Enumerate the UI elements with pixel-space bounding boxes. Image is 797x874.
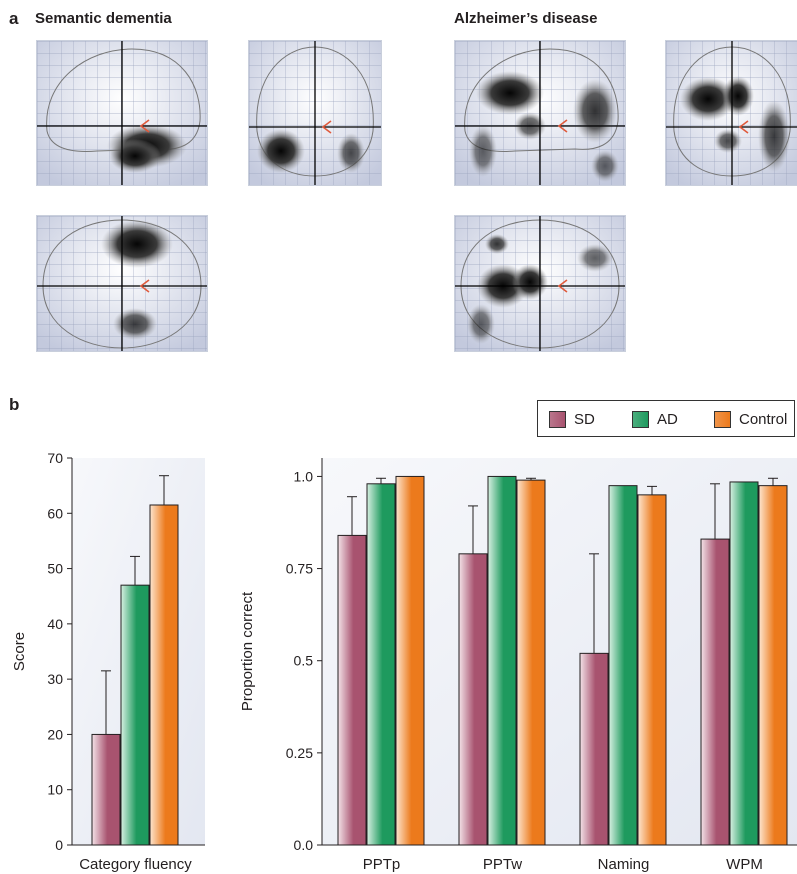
bar-sd-pptp [337, 534, 367, 846]
legend-swatch-ad [632, 410, 649, 428]
y-tick-label: 40 [47, 616, 63, 632]
legend-item-ad: AD [632, 409, 678, 429]
legend-label-ad: AD [657, 410, 678, 428]
y-tick-label: 70 [47, 450, 63, 466]
bar-ad-naming [608, 485, 638, 846]
legend-item-control: Control [714, 409, 787, 429]
ad-sagittal-brain-image [454, 40, 626, 186]
ad-coronal-brain-image [665, 40, 797, 186]
x-tick-label: PPTw [483, 856, 522, 873]
panel-a-letter: a [9, 9, 19, 28]
y-axis-label: Proportion correct [239, 591, 256, 711]
bar-control-category-fluency [149, 504, 179, 846]
bar-sd-pptw [458, 553, 488, 846]
bar-control-wpm [758, 485, 788, 846]
panel-b-letter: b [9, 395, 20, 414]
y-tick-label: 0.25 [286, 745, 313, 761]
sd-coronal-brain-image [248, 40, 382, 186]
y-tick-label: 0 [55, 837, 63, 853]
y-tick-label: 0.75 [286, 561, 313, 577]
legend-item-sd: SD [549, 409, 595, 429]
bar-ad-wpm [729, 481, 759, 846]
bar-sd-naming [579, 652, 609, 846]
x-tick-label: PPTp [363, 856, 401, 873]
bar-ad-pptp [366, 483, 396, 846]
legend-label-sd: SD [574, 410, 595, 428]
chart-proportion-correct: 0.0 0.25 0.5 0.75 1.0 Proportion correct PPTp P… [239, 458, 797, 873]
legend-swatch-control [714, 410, 731, 428]
y-tick-label: 0.5 [294, 653, 314, 669]
semantic-dementia-title: Semantic dementia [35, 10, 172, 27]
bar-ad-pptw [487, 475, 517, 846]
y-tick-label: 1.0 [294, 468, 314, 484]
chart-category-fluency: 0 10 20 30 40 50 60 70 Score Category fluency [11, 450, 205, 873]
bar-sd-wpm [700, 538, 730, 846]
x-tick-label: Naming [598, 856, 650, 873]
y-tick-label: 30 [47, 671, 63, 687]
y-tick-label: 10 [47, 782, 63, 798]
bar-control-pptp [395, 475, 425, 846]
y-tick-label: 20 [47, 726, 63, 742]
y-tick-label: 50 [47, 561, 63, 577]
x-tick-label: WPM [726, 856, 763, 873]
sd-axial-brain-image [36, 215, 208, 352]
bar-control-naming [637, 494, 667, 846]
alzheimers-disease-title: Alzheimer’s disease [454, 10, 598, 27]
chart-legend: SD AD Control [537, 400, 795, 437]
y-axis-label: Score [11, 632, 28, 671]
y-tick-label: 60 [47, 505, 63, 521]
sd-sagittal-brain-image [36, 40, 208, 186]
ad-axial-brain-image [454, 215, 626, 352]
bar-sd-category-fluency [91, 733, 121, 846]
legend-swatch-sd [549, 410, 566, 428]
legend-label-control: Control [739, 410, 788, 428]
bar-control-pptw [516, 479, 546, 846]
x-tick-label: Category fluency [79, 856, 192, 873]
y-tick-label: 0.0 [294, 837, 314, 853]
bar-ad-category-fluency [120, 584, 150, 846]
